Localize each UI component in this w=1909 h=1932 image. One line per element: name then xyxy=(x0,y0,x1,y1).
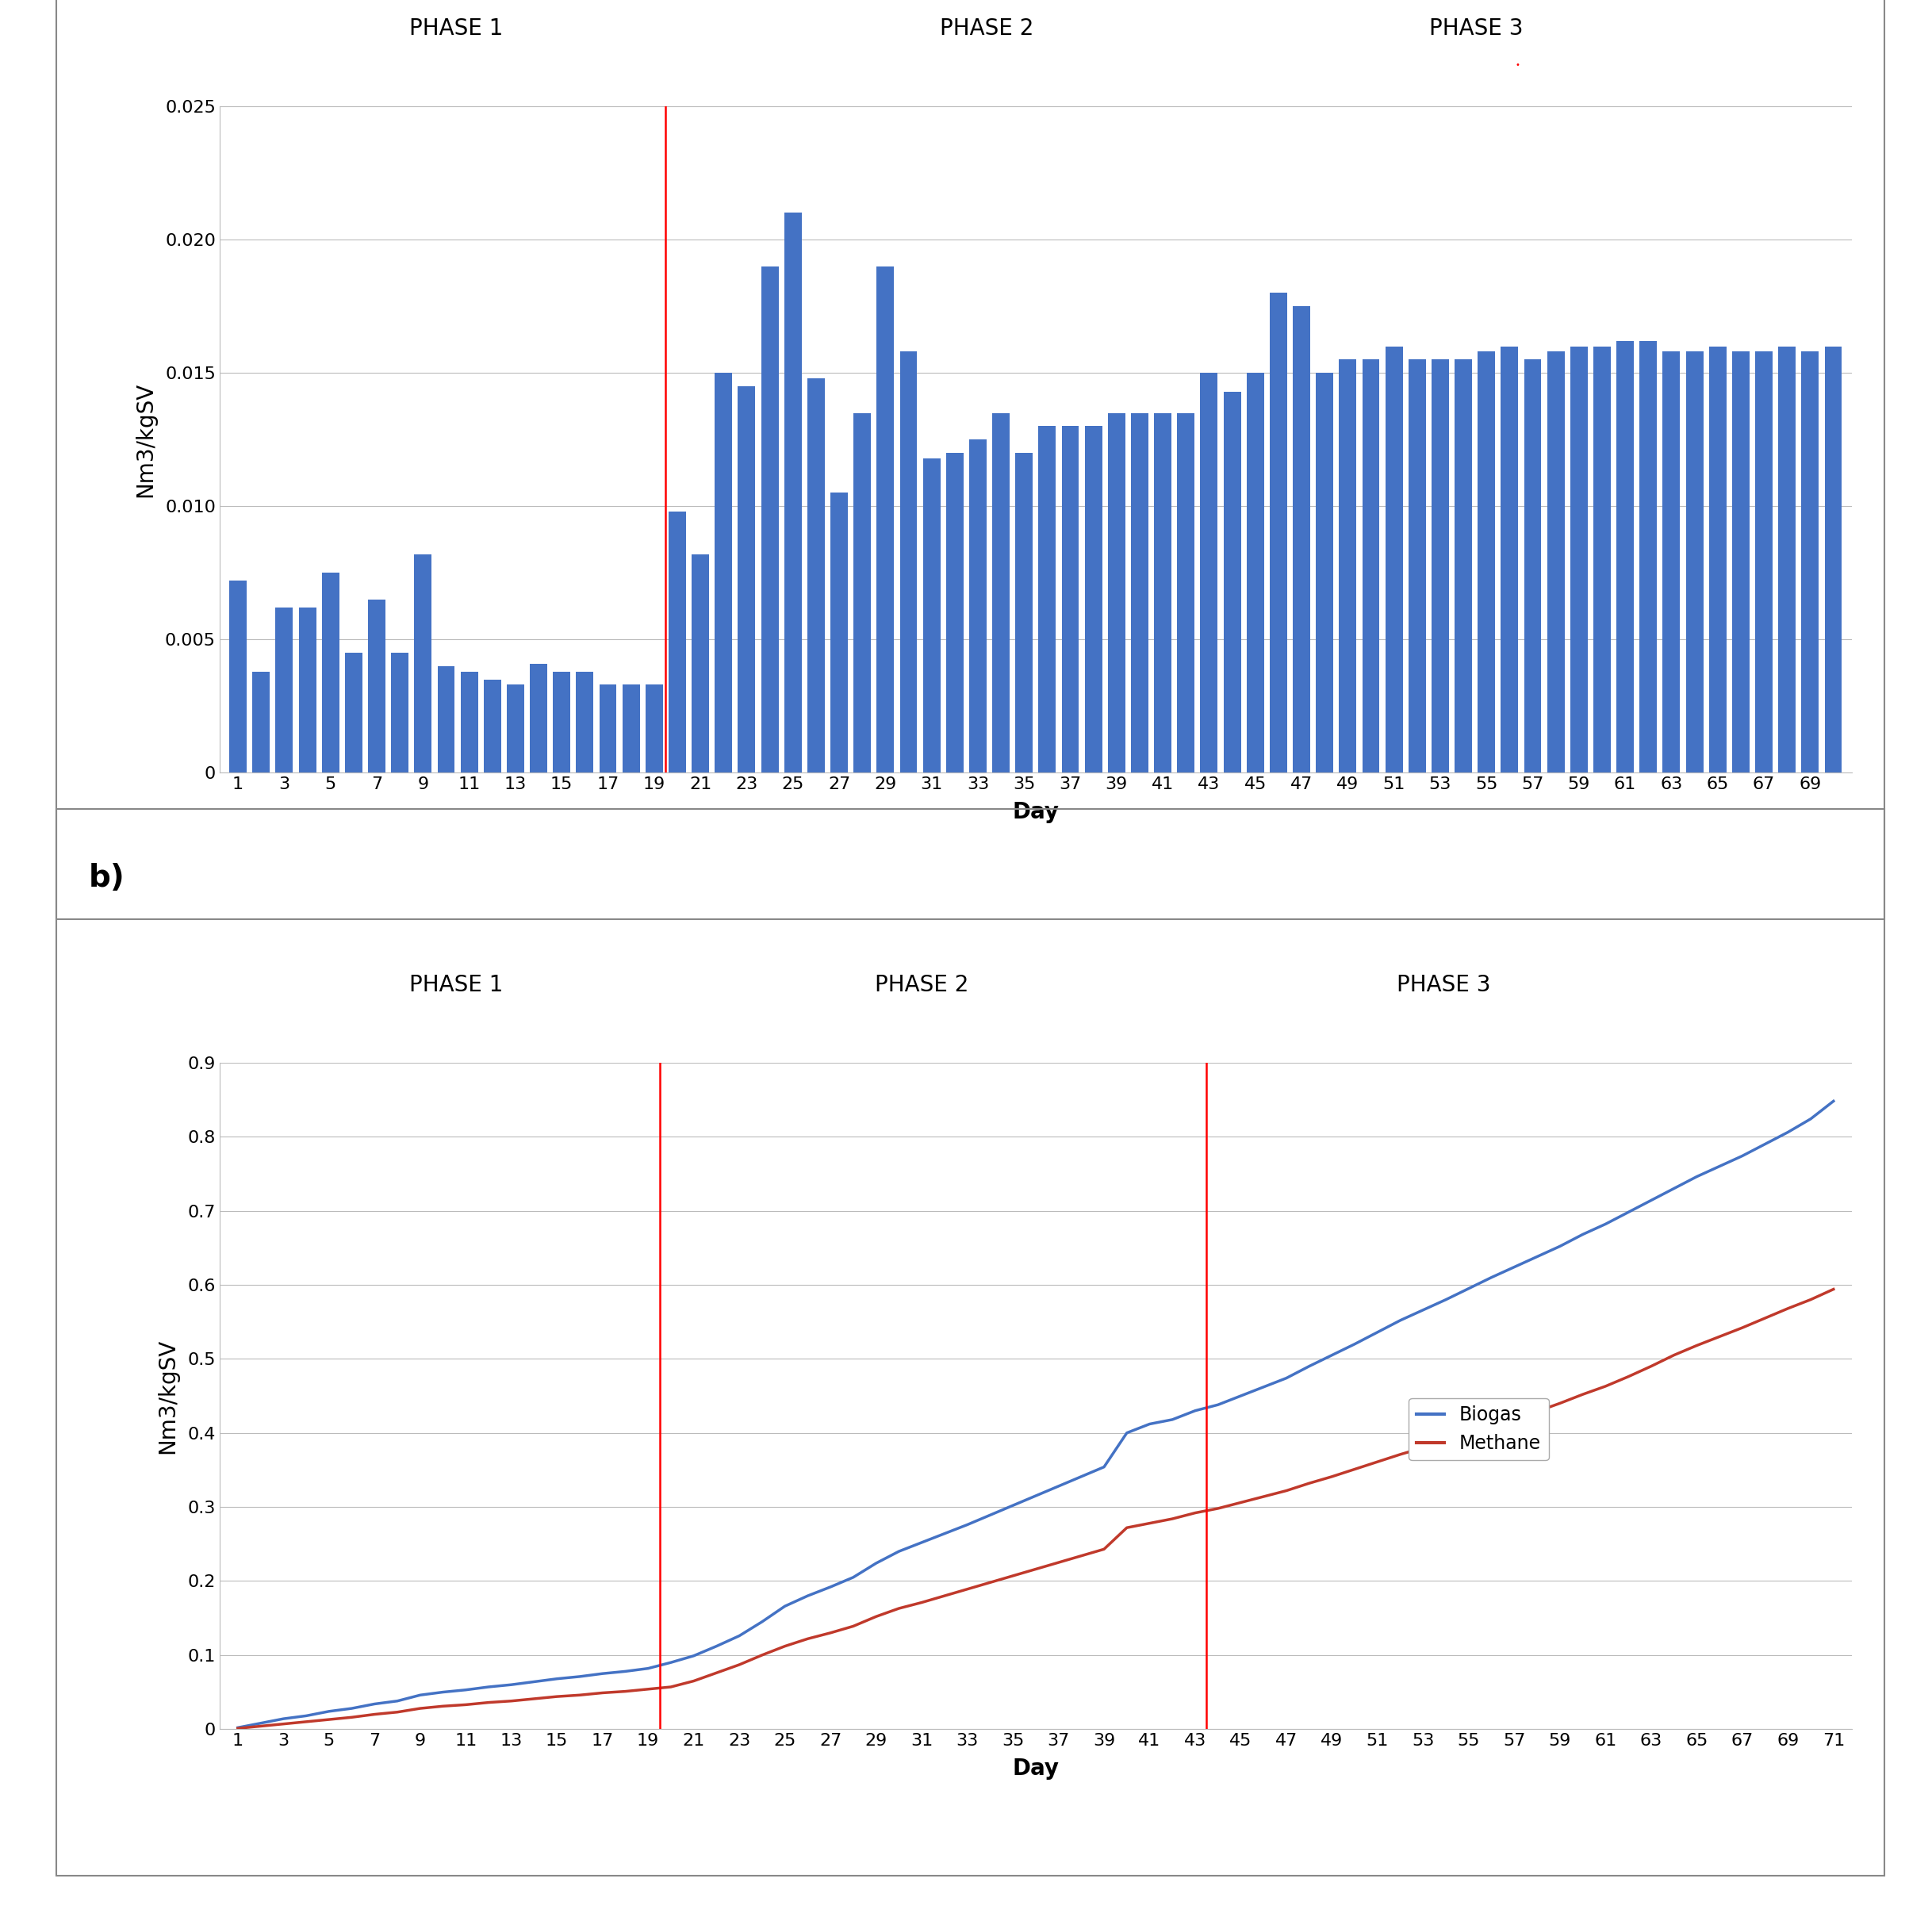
X-axis label: Day: Day xyxy=(1012,802,1059,823)
Bar xyxy=(1478,352,1495,773)
Bar xyxy=(922,458,941,773)
Bar xyxy=(1247,373,1264,773)
Bar xyxy=(970,440,987,773)
Bar xyxy=(645,684,662,773)
Bar xyxy=(1386,346,1403,773)
Text: PHASE 3: PHASE 3 xyxy=(1397,974,1491,997)
Text: PHASE 1: PHASE 1 xyxy=(409,974,504,997)
Bar xyxy=(1779,346,1796,773)
Bar xyxy=(947,452,964,773)
Bar xyxy=(899,352,916,773)
Text: •: • xyxy=(1516,62,1520,70)
Bar xyxy=(275,607,292,773)
Bar xyxy=(1224,392,1241,773)
Bar xyxy=(1130,413,1149,773)
Bar xyxy=(437,667,454,773)
Bar xyxy=(368,599,386,773)
Text: b): b) xyxy=(90,864,126,893)
Bar xyxy=(1523,359,1541,773)
Bar xyxy=(830,493,848,773)
Bar xyxy=(1825,346,1842,773)
Bar xyxy=(993,413,1010,773)
Bar xyxy=(460,672,477,773)
Bar xyxy=(414,554,431,773)
Bar xyxy=(298,607,317,773)
Bar xyxy=(1338,359,1357,773)
Text: PHASE 2: PHASE 2 xyxy=(939,17,1033,41)
Bar xyxy=(622,684,640,773)
Text: PHASE 2: PHASE 2 xyxy=(874,974,968,997)
Bar xyxy=(1617,340,1634,773)
Bar xyxy=(1315,373,1332,773)
Bar xyxy=(1500,346,1518,773)
Bar xyxy=(1709,346,1726,773)
Bar xyxy=(1155,413,1172,773)
Bar xyxy=(1640,340,1657,773)
Bar xyxy=(853,413,871,773)
X-axis label: Day: Day xyxy=(1012,1758,1059,1779)
Bar xyxy=(1084,427,1101,773)
Bar xyxy=(1432,359,1449,773)
Legend: Biogas, Methane: Biogas, Methane xyxy=(1409,1399,1548,1461)
Bar xyxy=(1686,352,1703,773)
Bar xyxy=(1016,452,1033,773)
Bar xyxy=(323,574,340,773)
Bar xyxy=(1269,294,1287,773)
Bar xyxy=(1546,352,1565,773)
Bar xyxy=(229,582,246,773)
Bar xyxy=(391,653,409,773)
Bar xyxy=(1061,427,1079,773)
Bar xyxy=(506,684,525,773)
Bar xyxy=(531,663,548,773)
Text: PHASE 3: PHASE 3 xyxy=(1430,17,1523,41)
Bar xyxy=(599,684,617,773)
Bar xyxy=(808,379,825,773)
Bar xyxy=(1363,359,1380,773)
Bar xyxy=(1731,352,1749,773)
Bar xyxy=(346,653,363,773)
Bar xyxy=(554,672,571,773)
Bar xyxy=(1409,359,1426,773)
Bar xyxy=(577,672,594,773)
Bar xyxy=(483,680,500,773)
Bar xyxy=(1663,352,1680,773)
Bar xyxy=(252,672,269,773)
Y-axis label: Nm3/kgSV: Nm3/kgSV xyxy=(157,1339,179,1453)
Bar xyxy=(1802,352,1819,773)
Bar xyxy=(1594,346,1611,773)
Bar xyxy=(762,267,779,773)
Bar xyxy=(714,373,733,773)
Bar xyxy=(876,267,893,773)
Bar xyxy=(1571,346,1588,773)
Bar xyxy=(1038,427,1056,773)
Bar xyxy=(1107,413,1124,773)
Text: PHASE 1: PHASE 1 xyxy=(409,17,504,41)
Bar xyxy=(739,386,756,773)
Bar xyxy=(1754,352,1773,773)
Bar xyxy=(691,554,708,773)
Bar xyxy=(1455,359,1472,773)
Bar xyxy=(1292,305,1310,773)
Bar xyxy=(1201,373,1218,773)
Bar xyxy=(668,512,685,773)
Bar xyxy=(1178,413,1195,773)
Y-axis label: Nm3/kgSV: Nm3/kgSV xyxy=(134,383,157,497)
Bar xyxy=(785,213,802,773)
